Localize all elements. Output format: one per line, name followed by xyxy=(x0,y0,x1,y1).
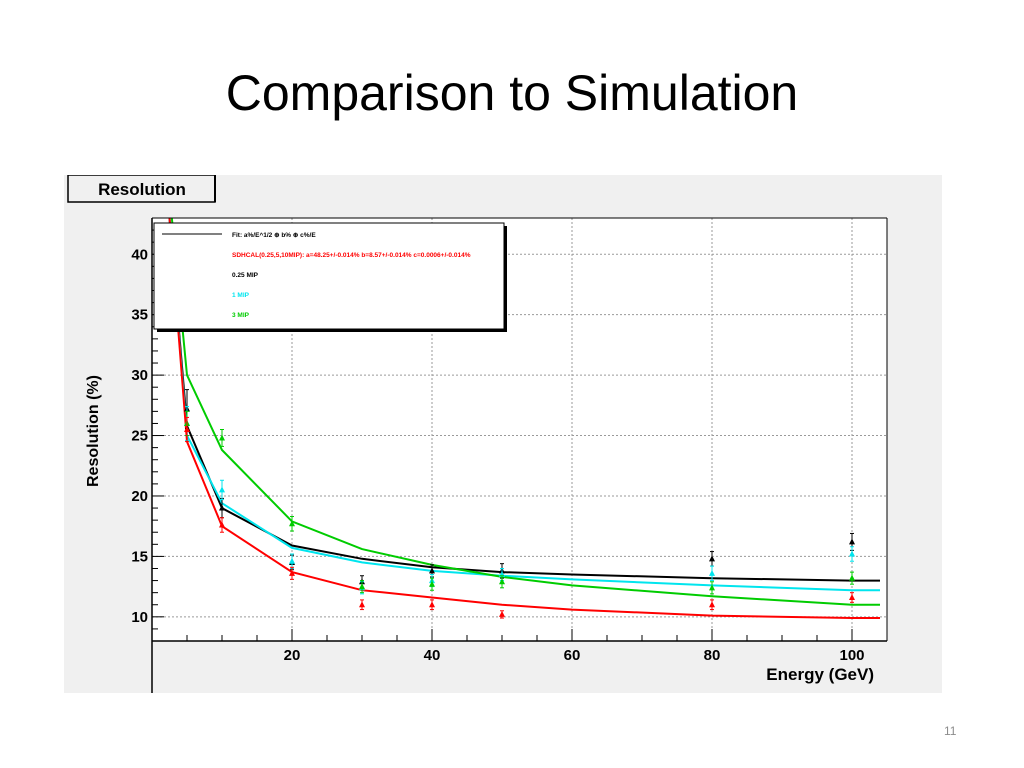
slide-number: 11 xyxy=(944,724,957,738)
legend-entry: 0.25 MIP xyxy=(232,272,259,279)
data-point xyxy=(849,593,855,600)
chart-title: Resolution xyxy=(98,180,186,199)
data-point xyxy=(359,583,365,590)
x-tick-label: 40 xyxy=(424,647,441,664)
data-point xyxy=(849,538,855,545)
x-axis-label: Energy (GeV) xyxy=(766,665,874,684)
data-point xyxy=(359,601,365,608)
y-tick-label: 15 xyxy=(131,548,148,565)
legend-entry: Fit: a%/E^1/2 ⊕ b% ⊕ c%/E xyxy=(232,231,316,239)
chart-title-frame xyxy=(67,174,216,203)
resolution-chart: 20 40 60 80 100 10 15 20 25 30 35 40 Fit: a%/E^1/2 … xyxy=(64,174,942,693)
axes: 20 40 60 80 100 10 15 20 25 30 35 40 xyxy=(131,217,888,693)
data-points xyxy=(184,389,855,619)
x-tick-label: 20 xyxy=(284,647,301,664)
data-point xyxy=(219,521,225,528)
legend-entry: 3 MIP xyxy=(232,312,250,319)
slide-title: Comparison to Simulation xyxy=(225,65,799,121)
data-point xyxy=(429,567,435,574)
y-tick-label: 30 xyxy=(131,367,148,384)
data-point xyxy=(219,486,225,493)
legend: Fit: a%/E^1/2 ⊕ b% ⊕ c%/E SDHCAL(0.25,5,1… xyxy=(153,222,507,332)
x-tick-label: 60 xyxy=(564,647,581,664)
data-point xyxy=(849,550,855,557)
x-tick-label: 80 xyxy=(704,647,721,664)
chart-canvas: 20 40 60 80 100 10 15 20 25 30 35 40 Fit: a%/E^1/2 … xyxy=(64,174,942,693)
legend-entry: 1 MIP xyxy=(232,292,250,299)
data-point xyxy=(219,434,225,441)
data-point xyxy=(499,610,505,617)
data-point xyxy=(429,601,435,608)
y-tick-label: 20 xyxy=(131,488,148,505)
data-point xyxy=(849,574,855,581)
y-tick-label: 35 xyxy=(131,307,148,324)
data-point xyxy=(219,504,225,511)
data-point xyxy=(429,580,435,587)
y-tick-label: 25 xyxy=(131,428,148,445)
y-tick-label: 40 xyxy=(131,246,148,263)
data-point xyxy=(709,569,715,576)
legend-entry: SDHCAL(0.25,5,10MIP): a=48.25+/-0.014% b… xyxy=(232,252,471,259)
x-tick-label: 100 xyxy=(839,647,864,664)
chart-title-box: Resolution xyxy=(67,174,216,203)
data-point xyxy=(499,578,505,585)
data-point xyxy=(709,584,715,591)
data-point xyxy=(289,557,295,564)
data-point xyxy=(709,555,715,562)
y-axis-label: Resolution (%) xyxy=(85,375,102,487)
data-point xyxy=(184,426,190,432)
fit-curve xyxy=(168,218,880,619)
data-point xyxy=(709,601,715,608)
legend-box xyxy=(153,222,505,330)
y-tick-label: 10 xyxy=(131,609,148,626)
data-point xyxy=(289,569,295,576)
data-point xyxy=(289,520,295,527)
